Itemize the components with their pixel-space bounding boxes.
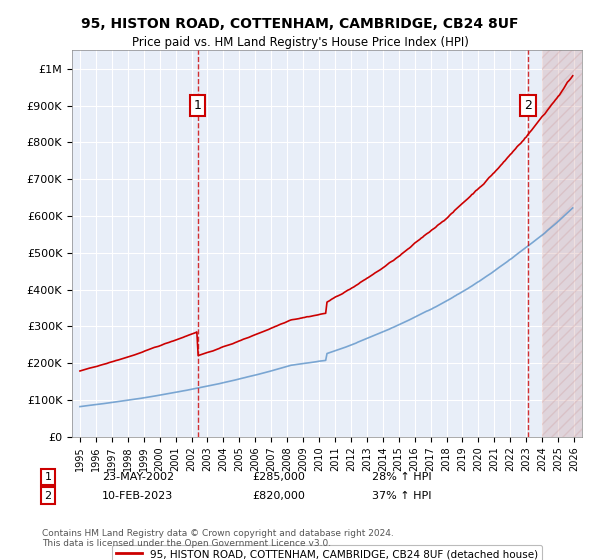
Text: £285,000: £285,000 (252, 472, 305, 482)
95, HISTON ROAD, COTTENHAM, CAMBRIDGE, CB24 8UF (detached house) (437, 220, 445, 226)
95, HISTON ROAD, COTTENHAM, CAMBRIDGE, CB24 8UF (detached house) (328, 296, 335, 303)
Text: Price paid vs. HM Land Registry's House Price Index (HPI): Price paid vs. HM Land Registry's House … (131, 36, 469, 49)
Text: 1: 1 (194, 99, 202, 112)
HPI: Average price, detached house, South Cambridgeshire: (2.01e+03, 1.62e+05): Average price, detached house, South Cam… (242, 374, 250, 381)
95, HISTON ROAD, COTTENHAM, CAMBRIDGE, CB24 8UF (detached house) (76, 367, 83, 374)
HPI: Average price, detached house, South Cambridgeshire: (2.01e+03, 2.3e+05): Average price, detached house, South Cam… (328, 349, 335, 356)
HPI: Average price, detached house, South Cambridgeshire: (2.03e+03, 6.22e+05): Average price, detached house, South Cam… (569, 204, 577, 211)
HPI: Average price, detached house, South Cambridgeshire: (2.02e+03, 3.61e+05): Average price, detached house, South Cam… (437, 300, 445, 307)
HPI: Average price, detached house, South Cambridgeshire: (2e+03, 1.14e+05): Average price, detached house, South Cam… (157, 391, 164, 398)
95, HISTON ROAD, COTTENHAM, CAMBRIDGE, CB24 8UF (detached house) (569, 72, 577, 79)
Text: 10-FEB-2023: 10-FEB-2023 (102, 491, 173, 501)
Text: 2: 2 (524, 99, 532, 112)
HPI: Average price, detached house, South Cambridgeshire: (2e+03, 1.05e+05): Average price, detached house, South Cam… (139, 395, 146, 402)
Text: 95, HISTON ROAD, COTTENHAM, CAMBRIDGE, CB24 8UF: 95, HISTON ROAD, COTTENHAM, CAMBRIDGE, C… (81, 17, 519, 31)
Line: HPI: Average price, detached house, South Cambridgeshire: HPI: Average price, detached house, Sout… (80, 208, 573, 407)
HPI: Average price, detached house, South Cambridgeshire: (2.03e+03, 5.95e+05): Average price, detached house, South Cam… (559, 214, 566, 221)
Text: 1: 1 (44, 472, 52, 482)
95, HISTON ROAD, COTTENHAM, CAMBRIDGE, CB24 8UF (detached house) (559, 87, 566, 94)
Bar (542, 50, 582, 437)
Text: £820,000: £820,000 (252, 491, 305, 501)
Text: 37% ↑ HPI: 37% ↑ HPI (372, 491, 431, 501)
Text: Contains HM Land Registry data © Crown copyright and database right 2024.: Contains HM Land Registry data © Crown c… (42, 529, 394, 538)
Text: 23-MAY-2002: 23-MAY-2002 (102, 472, 174, 482)
HPI: Average price, detached house, South Cambridgeshire: (2e+03, 8.2e+04): Average price, detached house, South Cam… (76, 403, 83, 410)
95, HISTON ROAD, COTTENHAM, CAMBRIDGE, CB24 8UF (detached house) (139, 349, 146, 356)
Text: 28% ↑ HPI: 28% ↑ HPI (372, 472, 431, 482)
Text: This data is licensed under the Open Government Licence v3.0.: This data is licensed under the Open Gov… (42, 539, 331, 548)
Text: 2: 2 (44, 491, 52, 501)
Bar (542, 50, 582, 437)
Line: 95, HISTON ROAD, COTTENHAM, CAMBRIDGE, CB24 8UF (detached house): 95, HISTON ROAD, COTTENHAM, CAMBRIDGE, C… (80, 76, 573, 371)
95, HISTON ROAD, COTTENHAM, CAMBRIDGE, CB24 8UF (detached house) (242, 335, 250, 342)
95, HISTON ROAD, COTTENHAM, CAMBRIDGE, CB24 8UF (detached house) (157, 342, 164, 349)
Legend: 95, HISTON ROAD, COTTENHAM, CAMBRIDGE, CB24 8UF (detached house), HPI: Average p: 95, HISTON ROAD, COTTENHAM, CAMBRIDGE, C… (112, 545, 542, 560)
